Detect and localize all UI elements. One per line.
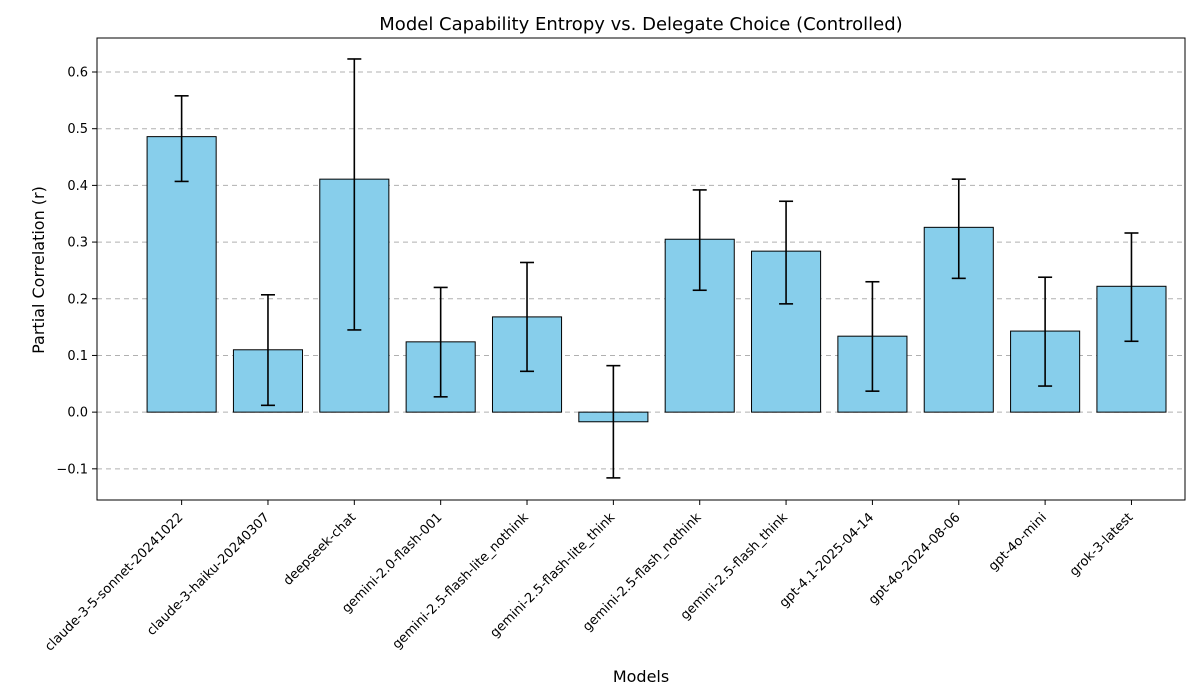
- plot-frame: [96, 37, 1186, 501]
- y-tick-label: 0.5: [67, 122, 88, 137]
- y-axis-label: Partial Correlation (r): [29, 186, 48, 354]
- x-tick-label: gemini-2.5-flash-lite_nothink: [390, 510, 532, 652]
- x-tick-label: deepseek-chat: [281, 510, 359, 588]
- errorbar-layer: [174, 58, 1139, 479]
- x-axis-label: Models: [613, 667, 669, 686]
- y-axis-ticks: −0.1 0.0 0.1 0.2 0.3 0.4 0.5 0.6: [56, 66, 97, 477]
- y-tick-label: 0.3: [67, 236, 88, 251]
- bar: [146, 136, 217, 413]
- x-tick-label: gemini-2.0-flash-001: [339, 510, 445, 616]
- y-tick-label: 0.4: [67, 179, 88, 194]
- x-tick-label: gpt-4.1-2025-04-14: [777, 510, 878, 611]
- y-tick-label: 0.6: [67, 66, 88, 81]
- y-tick-label: 0.1: [67, 349, 88, 364]
- x-tick-label: grok-3-latest: [1067, 510, 1136, 579]
- x-tick-label: gpt-4o-2024-08-06: [866, 510, 964, 608]
- y-tick-label: −0.1: [56, 462, 88, 477]
- y-tick-label: 0.0: [67, 406, 88, 421]
- x-tick-label: gpt-4o-mini: [986, 510, 1050, 574]
- chart-title: Model Capability Entropy vs. Delegate Ch…: [379, 14, 902, 35]
- x-axis-ticks: claude-3-5-sonnet-20241022claude-3-haiku…: [42, 500, 1136, 654]
- bar: [751, 250, 822, 413]
- y-tick-label: 0.2: [67, 292, 88, 307]
- x-tick-label: claude-3-5-sonnet-20241022: [42, 510, 186, 654]
- bar-layer: [146, 136, 1167, 423]
